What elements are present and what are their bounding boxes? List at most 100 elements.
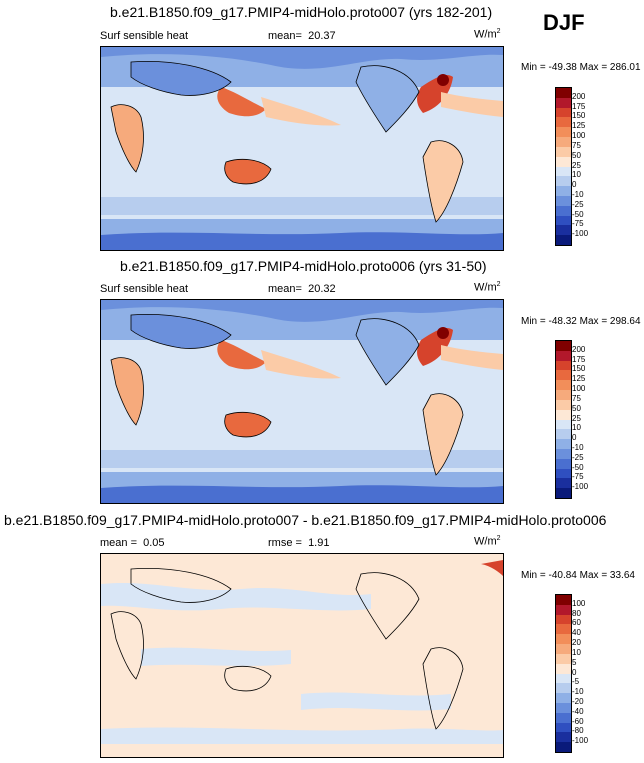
colorbar-tick-label: 75 (572, 393, 581, 403)
colorbar-segment (556, 205, 571, 216)
eurasia-outline (130, 568, 232, 603)
south-america (422, 140, 464, 223)
colorbar-segment (556, 390, 571, 400)
colorbar-segment (556, 634, 571, 645)
colorbar-segment (556, 478, 571, 489)
north-america-outline (355, 572, 420, 640)
colorbar-segment (556, 468, 571, 479)
colorbar-tick-label: -100 (572, 736, 589, 746)
colorbar-tick-label: 125 (572, 374, 586, 384)
panel1-map (100, 46, 504, 251)
colorbar-segment (556, 341, 571, 351)
colorbar-segment (556, 693, 571, 703)
colorbar-tick-label: -25 (572, 452, 584, 462)
colorbar-tick-label: 100 (572, 598, 586, 608)
north-america (355, 318, 420, 386)
colorbar-segment (556, 702, 571, 713)
colorbar-segment (556, 360, 571, 371)
colorbar-tick-label: 100 (572, 384, 586, 394)
colorbar-tick-label: 175 (572, 354, 586, 364)
panel1-title: b.e21.B1850.f09_g17.PMIP4-midHolo.proto0… (110, 4, 493, 20)
colorbar-tick-label: -20 (572, 696, 584, 706)
colorbar-segment (556, 439, 571, 449)
colorbar-tick-label: -60 (572, 716, 584, 726)
colorbar-segment (556, 117, 571, 128)
north-america (355, 65, 420, 133)
colorbar-tick-label: 25 (572, 413, 581, 423)
colorbar-segment (556, 742, 571, 752)
colorbar-segment (556, 732, 571, 743)
colorbar-segment (556, 448, 571, 459)
south-america-outline (422, 647, 464, 730)
colorbar-tick-label: -50 (572, 462, 584, 472)
colorbar-tick-label: -40 (572, 706, 584, 716)
north-atlantic-warm (441, 345, 503, 370)
colorbar-tick-label: 10 (572, 170, 581, 180)
colorbar-tick-label: -10 (572, 687, 584, 697)
diff-cool-patch-tropics (141, 647, 291, 666)
panel3-rmse: rmse = 1.91 (268, 537, 330, 549)
colorbar-tick-label: 20 (572, 638, 581, 648)
kuroshio-plume (261, 350, 341, 379)
panel3-title: b.e21.B1850.f09_g17.PMIP4-midHolo.proto0… (4, 512, 607, 528)
colorbar-tick-label: 100 (572, 131, 586, 141)
colorbar-tick-label: -100 (572, 482, 589, 492)
colorbar-segment (556, 166, 571, 177)
colorbar-tick-label: 125 (572, 121, 586, 131)
africa (110, 357, 144, 426)
colorbar-tick-label: -10 (572, 189, 584, 199)
colorbar-tick-label: 25 (572, 160, 581, 170)
colorbar-segment (556, 644, 571, 654)
panel1-variable: Surf sensible heat (100, 30, 189, 42)
colorbar-tick-label: 60 (572, 618, 581, 628)
panel3-colorbar (555, 594, 572, 753)
colorbar-tick-label: 10 (572, 647, 581, 657)
colorbar-segment (556, 722, 571, 733)
colorbar-segment (556, 604, 571, 615)
panel2-units: W/m2 (474, 281, 501, 294)
colorbar-segment (556, 458, 571, 469)
panel1-map-svg (101, 47, 503, 250)
colorbar-segment (556, 683, 571, 694)
colorbar-segment (556, 137, 571, 147)
colorbar-segment (556, 97, 571, 108)
diff-warm-spot (481, 560, 503, 576)
australia (224, 158, 272, 185)
panel1-units: W/m2 (474, 28, 501, 41)
colorbar-segment (556, 176, 571, 187)
arctic-cold (101, 300, 503, 322)
southern-band (101, 197, 503, 215)
colorbar-segment (556, 107, 571, 118)
colorbar-tick-label: 50 (572, 403, 581, 413)
colorbar-tick-label: 0 (572, 180, 577, 190)
panel1-minmax: Min = -49.38 Max = 286.01 (521, 62, 641, 73)
colorbar-segment (556, 614, 571, 625)
colorbar-segment (556, 429, 571, 440)
colorbar-segment (556, 225, 571, 236)
colorbar-tick-label: 75 (572, 140, 581, 150)
colorbar-segment (556, 370, 571, 381)
colorbar-tick-label: -100 (572, 229, 589, 239)
colorbar-segment (556, 624, 571, 635)
southern-band (101, 450, 503, 468)
colorbar-segment (556, 195, 571, 206)
colorbar-segment (556, 663, 571, 674)
colorbar-tick-label: 0 (572, 433, 577, 443)
colorbar-tick-label: 0 (572, 667, 577, 677)
season-label: DJF (543, 10, 585, 35)
diff-cool-patch-north (101, 582, 371, 611)
north-atlantic-warm (441, 92, 503, 117)
australia (224, 411, 272, 438)
antarctic-coast (101, 232, 503, 250)
kuroshio-hotspot (217, 340, 266, 370)
panel2-map (100, 299, 504, 504)
panel3-mean: mean = 0.05 (100, 537, 165, 549)
panel1-colorbar (555, 87, 572, 246)
antarctic-coast (101, 485, 503, 503)
africa (110, 104, 144, 173)
south-america (422, 393, 464, 476)
colorbar-tick-label: 175 (572, 101, 586, 111)
colorbar-segment (556, 235, 571, 245)
colorbar-tick-label: 200 (572, 91, 586, 101)
australia-outline (224, 665, 272, 692)
